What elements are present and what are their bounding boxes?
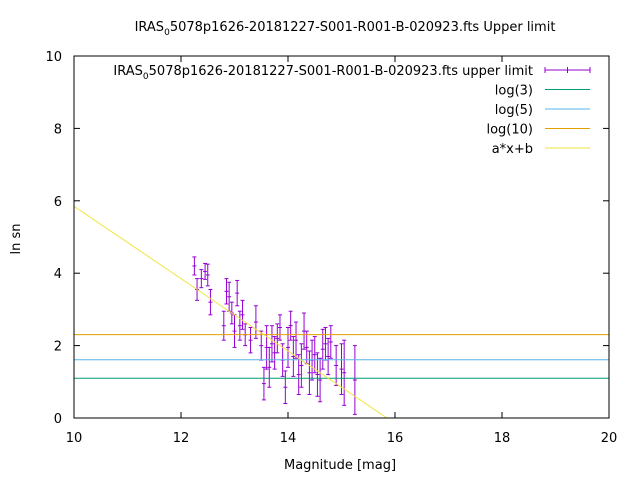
y-tick-label: 8 — [54, 122, 62, 137]
x-tick-label: 10 — [66, 431, 83, 446]
data-point — [253, 305, 258, 339]
legend-label: a*x+b — [492, 142, 533, 157]
legend: IRAS05078p1626-20181227-S001-R001-B-0209… — [113, 64, 591, 157]
data-point — [312, 336, 317, 374]
y-axis-label: ln sn — [9, 224, 24, 255]
data-point — [334, 345, 339, 386]
data-point — [205, 263, 210, 287]
y-tick-label: 10 — [45, 50, 62, 65]
y-tick-label: 0 — [54, 412, 62, 427]
legend-sample — [544, 67, 591, 73]
data-point — [208, 288, 213, 316]
plot-marks — [74, 205, 609, 418]
data-point — [352, 345, 357, 415]
data-point — [261, 366, 266, 401]
legend-label: IRAS05078p1626-20181227-S001-R001-B-0209… — [113, 64, 533, 82]
y-tick-label: 2 — [54, 340, 62, 355]
data-point — [307, 350, 312, 395]
plot-frame — [73, 55, 610, 419]
data-point — [199, 269, 204, 289]
legend-label: log(10) — [486, 123, 533, 138]
legend-label: log(3) — [495, 84, 533, 99]
data-point — [240, 299, 245, 330]
data-point — [291, 336, 296, 377]
data-point — [302, 312, 307, 350]
data-point — [299, 343, 304, 388]
data-point — [267, 346, 272, 388]
fit-line — [74, 205, 388, 418]
x-tick-label: 16 — [387, 431, 404, 446]
data-point — [339, 343, 344, 395]
data-point — [320, 328, 325, 370]
data-point — [248, 327, 253, 354]
data-point — [232, 314, 237, 348]
data-point — [203, 262, 208, 280]
data-point — [275, 323, 280, 354]
data-point — [342, 339, 347, 406]
x-tick-label: 20 — [601, 431, 618, 446]
axes: 10 12 14 16 18 20 0 2 4 6 8 10 — [45, 50, 617, 446]
data-point — [304, 330, 309, 365]
data-point — [237, 310, 242, 341]
data-point — [221, 310, 226, 341]
data-point — [259, 330, 264, 361]
x-axis-label: Magnitude [mag] — [284, 458, 396, 473]
data-point — [328, 325, 333, 359]
data-point — [235, 279, 240, 307]
chart-title: IRAS05078p1626-20181227-S001-R001-B-0209… — [135, 20, 556, 38]
y-tick-label: 4 — [54, 267, 62, 282]
x-tick-label: 14 — [280, 431, 297, 446]
data-point — [224, 278, 229, 305]
data-point — [294, 321, 299, 359]
data-point — [277, 314, 282, 341]
data-point — [227, 281, 232, 312]
y-tick-label: 6 — [54, 195, 62, 210]
data-point — [269, 325, 274, 363]
data-point — [296, 354, 301, 395]
data-point — [326, 337, 331, 376]
data-point — [288, 310, 293, 341]
legend-label: log(5) — [495, 103, 533, 118]
x-tick-label: 12 — [173, 431, 190, 446]
data-point — [323, 327, 328, 361]
data-point — [286, 327, 290, 368]
data-point — [192, 256, 197, 276]
data-point — [318, 357, 323, 403]
data-point — [283, 370, 288, 405]
x-tick-label: 18 — [494, 431, 511, 446]
